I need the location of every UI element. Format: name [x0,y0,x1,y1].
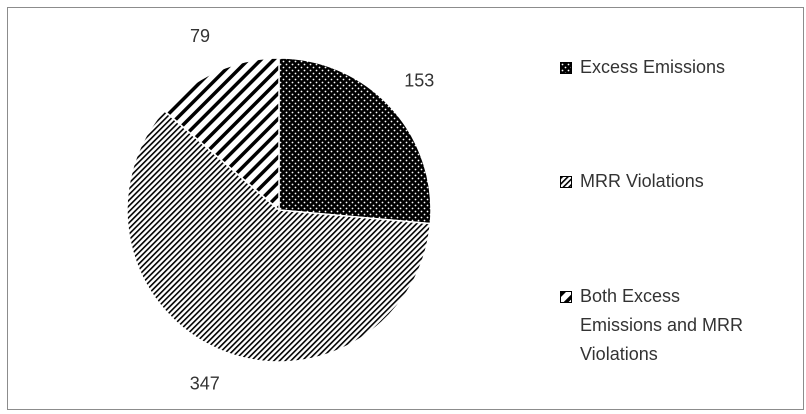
legend-entry: Excess Emissions [560,53,760,82]
data-label: 347 [190,374,220,394]
legend-entry: Both Excess Emissions and MRR Violations [560,282,760,369]
legend-swatch [560,291,572,303]
legend-swatch [560,176,572,188]
legend-label: MRR Violations [580,171,704,191]
pie-slice [126,109,432,363]
pie-slice [278,57,432,225]
data-label: 79 [190,26,210,46]
legend-entry: MRR Violations [560,167,760,196]
legend-label: Excess Emissions [580,57,726,77]
legend-swatch [560,62,572,74]
pie-slice [163,57,280,212]
legend-label: Both Excess Emissions and MRR Violations [580,286,744,364]
data-label: 153 [404,71,434,91]
